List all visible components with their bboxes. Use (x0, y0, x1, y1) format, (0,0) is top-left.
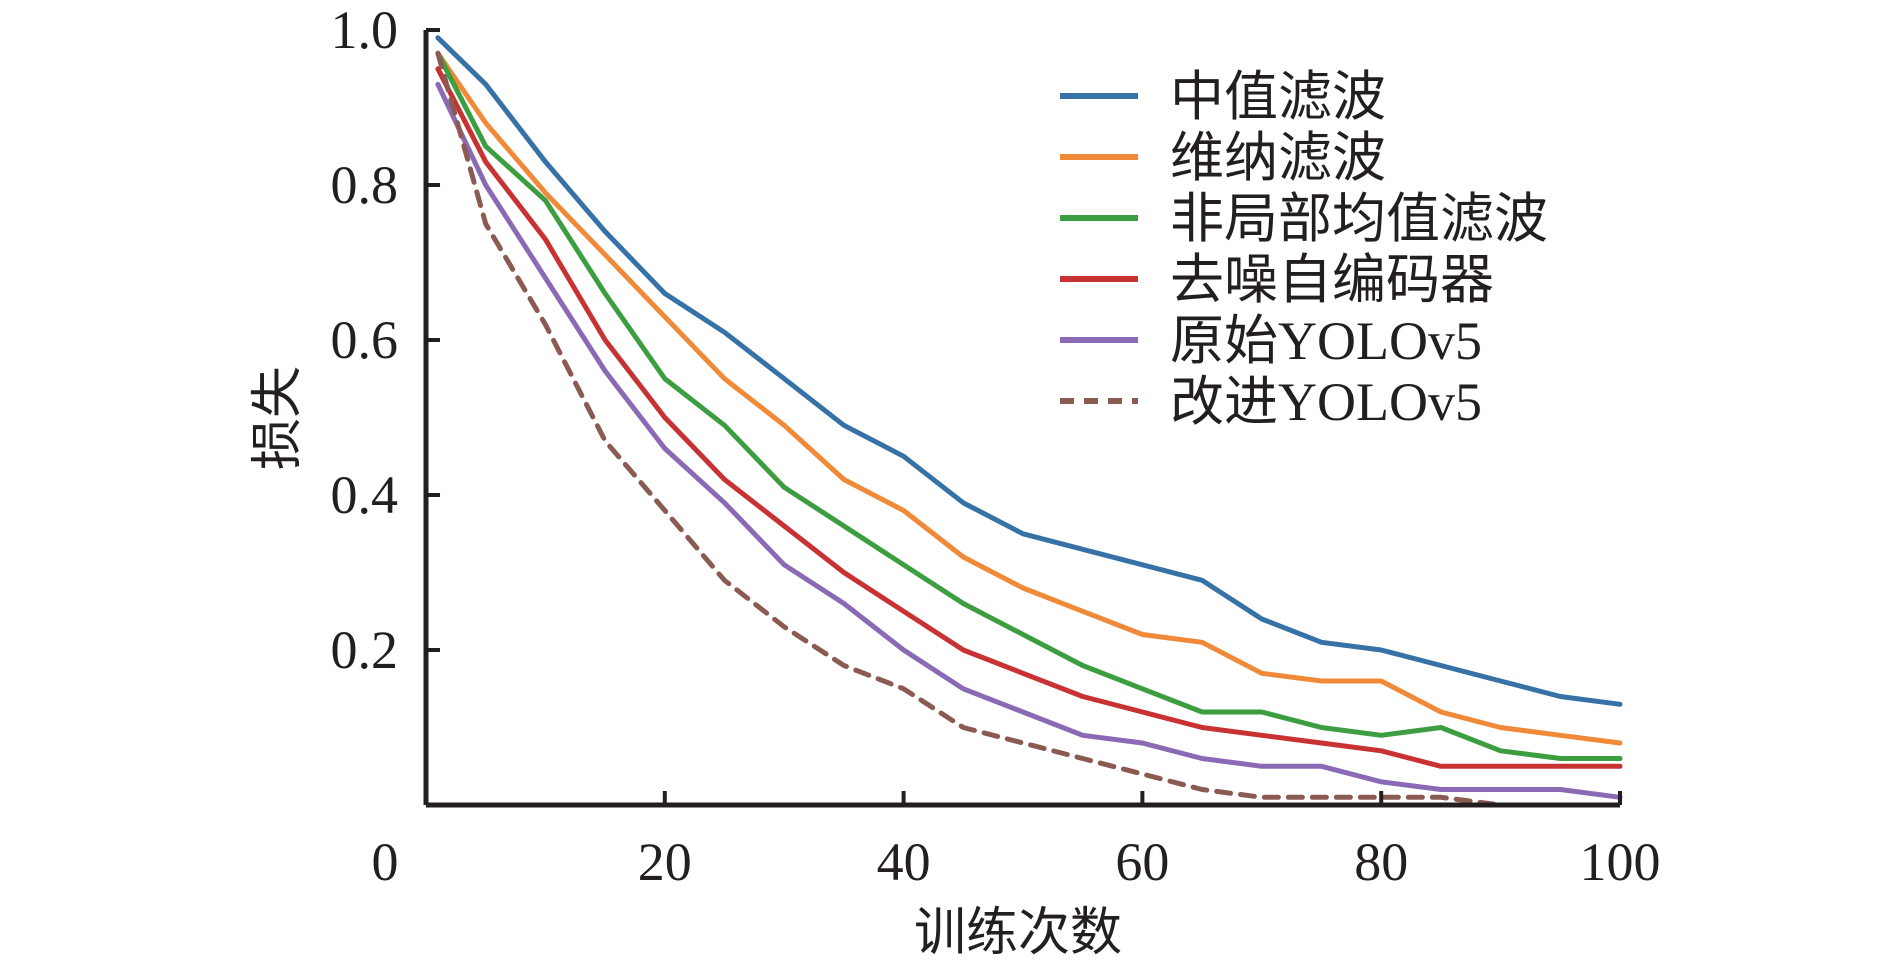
y-tick-label: 0.2 (331, 620, 399, 680)
series-line-4 (435, 66, 1623, 769)
legend-label: 原始YOLOv5 (1170, 311, 1482, 371)
y-tick-label: 1.0 (331, 0, 399, 60)
y-tick-label: 0.6 (331, 310, 399, 370)
series-line-6 (435, 50, 1623, 808)
x-tick-label: 20 (638, 832, 692, 892)
y-tick-label: 0.4 (331, 465, 399, 525)
series-line-1 (435, 35, 1623, 707)
x-tick-label: 40 (877, 832, 931, 892)
x-axis-title: 训练次数 (914, 905, 1122, 957)
series-line-2 (435, 50, 1623, 746)
series-layer (435, 35, 1623, 808)
legend-label: 去噪自编码器 (1170, 250, 1494, 310)
legend-label: 中值滤波 (1170, 67, 1386, 127)
series-line-3 (435, 50, 1623, 761)
x-origin-label: 0 (372, 832, 399, 892)
x-ticks: 20 40 60 80 100 (638, 791, 1661, 892)
x-tick-label: 60 (1115, 832, 1169, 892)
legend-label: 维纳滤波 (1170, 128, 1386, 188)
y-axis-title: 损失 (250, 366, 307, 470)
y-ticks: 0.2 0.4 0.6 0.8 1.0 (331, 0, 440, 680)
x-tick-label: 80 (1354, 832, 1408, 892)
legend-label: 改进YOLOv5 (1170, 372, 1482, 432)
series-line-5 (435, 81, 1623, 800)
y-tick-label: 0.8 (331, 155, 399, 215)
legend-label: 非局部均值滤波 (1170, 189, 1548, 249)
x-tick-label: 100 (1580, 832, 1661, 892)
